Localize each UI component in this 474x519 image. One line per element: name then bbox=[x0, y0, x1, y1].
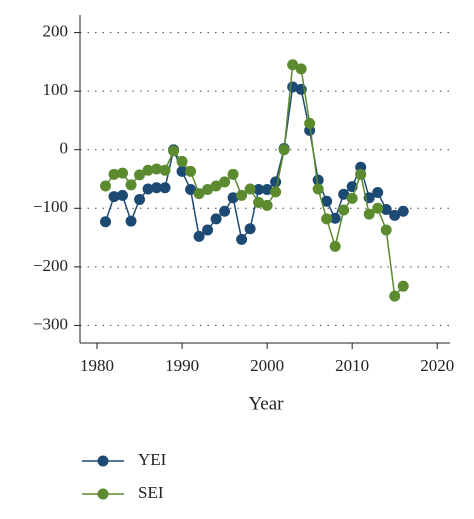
data-point bbox=[278, 144, 290, 156]
data-point bbox=[270, 186, 282, 198]
legend-label: YEI bbox=[138, 450, 167, 469]
data-point bbox=[372, 202, 384, 214]
data-point bbox=[261, 184, 273, 196]
data-point bbox=[125, 179, 137, 191]
data-point bbox=[108, 191, 120, 203]
data-point bbox=[389, 290, 401, 302]
data-point bbox=[202, 184, 214, 196]
data-point bbox=[151, 182, 163, 194]
data-point bbox=[244, 183, 256, 195]
x-tick-label: 2000 bbox=[250, 356, 284, 375]
data-point bbox=[253, 184, 265, 196]
data-point bbox=[193, 230, 205, 242]
data-point bbox=[363, 208, 375, 220]
data-point bbox=[372, 186, 384, 198]
data-point bbox=[219, 205, 231, 217]
y-tick-label: −200 bbox=[33, 256, 68, 275]
data-point bbox=[321, 213, 333, 225]
data-point bbox=[312, 183, 324, 195]
x-axis-label: Year bbox=[248, 393, 284, 414]
data-point bbox=[236, 233, 248, 245]
data-point bbox=[227, 168, 239, 180]
data-point bbox=[159, 164, 171, 176]
x-tick-label: 2020 bbox=[420, 356, 454, 375]
data-point bbox=[185, 184, 197, 196]
data-point bbox=[134, 169, 146, 181]
data-point bbox=[142, 164, 154, 176]
legend-marker bbox=[97, 455, 109, 467]
data-point bbox=[295, 63, 307, 75]
y-tick-label: 100 bbox=[43, 80, 69, 99]
data-point bbox=[125, 215, 137, 227]
data-point bbox=[159, 182, 171, 194]
y-tick-label: −100 bbox=[33, 197, 68, 216]
data-point bbox=[287, 59, 299, 71]
data-point bbox=[202, 224, 214, 236]
data-point bbox=[253, 196, 265, 208]
y-tick-label: 0 bbox=[60, 139, 69, 158]
y-tick-label: −300 bbox=[33, 314, 68, 333]
series-line bbox=[104, 63, 404, 298]
legend-label: SEI bbox=[138, 483, 164, 502]
data-point bbox=[117, 167, 129, 179]
data-point bbox=[176, 155, 188, 167]
data-point bbox=[100, 180, 112, 192]
data-point bbox=[100, 216, 112, 228]
data-point bbox=[261, 199, 273, 211]
data-point bbox=[117, 189, 129, 201]
data-point bbox=[312, 174, 324, 186]
data-point bbox=[219, 176, 231, 188]
data-point bbox=[227, 192, 239, 204]
data-point bbox=[168, 145, 180, 157]
data-point bbox=[389, 209, 401, 221]
data-point bbox=[397, 280, 409, 292]
data-point bbox=[176, 165, 188, 177]
data-point bbox=[193, 188, 205, 200]
data-point bbox=[142, 183, 154, 195]
legend-marker bbox=[97, 488, 109, 500]
x-tick-label: 1990 bbox=[165, 356, 199, 375]
data-point bbox=[236, 189, 248, 201]
data-point bbox=[210, 180, 222, 192]
data-point bbox=[338, 204, 350, 216]
data-point bbox=[244, 223, 256, 235]
data-point bbox=[210, 213, 222, 225]
data-point bbox=[321, 195, 333, 207]
data-point bbox=[355, 168, 367, 180]
data-point bbox=[397, 205, 409, 217]
x-tick-label: 1980 bbox=[80, 356, 114, 375]
data-point bbox=[338, 188, 350, 200]
data-point bbox=[108, 168, 120, 180]
data-point bbox=[270, 176, 282, 188]
data-point bbox=[380, 203, 392, 215]
data-point bbox=[151, 163, 163, 175]
data-point bbox=[329, 240, 341, 252]
y-tick-label: 200 bbox=[43, 21, 69, 40]
data-point bbox=[304, 117, 316, 129]
x-tick-label: 2010 bbox=[335, 356, 369, 375]
data-point bbox=[346, 192, 358, 204]
data-point bbox=[134, 194, 146, 205]
data-point bbox=[329, 212, 341, 224]
data-point bbox=[185, 165, 197, 177]
data-point bbox=[380, 224, 392, 236]
